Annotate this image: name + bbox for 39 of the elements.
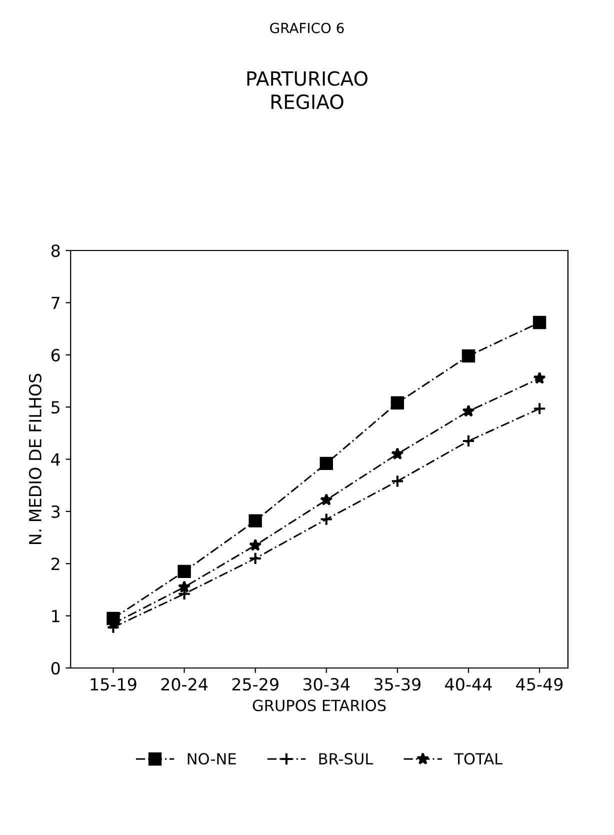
- y-tick-label: 5: [52, 401, 60, 414]
- point: [320, 493, 333, 506]
- y-tick-label: 4: [51, 453, 60, 466]
- point: [390, 474, 404, 488]
- x-tick-label: 20-24: [161, 678, 208, 691]
- y-axis-title: N. MEDIO DE FILHOS: [28, 374, 42, 544]
- y-tick-label: 8: [51, 244, 60, 258]
- x-axis-title: GRUPOS ETARIOS: [252, 700, 386, 712]
- point: [391, 447, 404, 460]
- x-tick-label: 35-39: [374, 678, 420, 691]
- y-tick-label: 2: [52, 558, 60, 570]
- x-tick-label: 15-19: [90, 678, 136, 691]
- point: [532, 402, 546, 416]
- point: [248, 552, 262, 566]
- x-tick-label: 45-49: [516, 678, 563, 691]
- point: [533, 372, 546, 384]
- point: [249, 538, 262, 551]
- point: [462, 404, 475, 417]
- point: [248, 514, 262, 528]
- legend-label: BR-SUL: [319, 752, 374, 765]
- chart-title: GRAFICO 6: [270, 22, 344, 34]
- chart-subtitle: PARTURICAO REGIAO: [247, 71, 368, 110]
- point: [390, 396, 404, 410]
- point: [320, 512, 333, 526]
- y-tick-label: 3: [52, 505, 60, 518]
- y-tick-label: 1: [52, 610, 60, 622]
- legend-label: TOTAL: [454, 752, 503, 765]
- point: [462, 434, 476, 448]
- x-tick-label: 25-29: [232, 678, 278, 691]
- legend-label: NO-NE: [188, 752, 236, 765]
- y-tick-label: 0: [51, 662, 60, 675]
- point: [320, 456, 333, 470]
- y-tick-label: 7: [52, 296, 60, 310]
- point: [532, 316, 546, 330]
- x-tick-label: 30-34: [303, 678, 350, 691]
- x-tick-label: 40-44: [445, 678, 492, 691]
- point: [462, 349, 476, 363]
- point: [178, 564, 191, 578]
- y-tick-label: 6: [51, 348, 60, 362]
